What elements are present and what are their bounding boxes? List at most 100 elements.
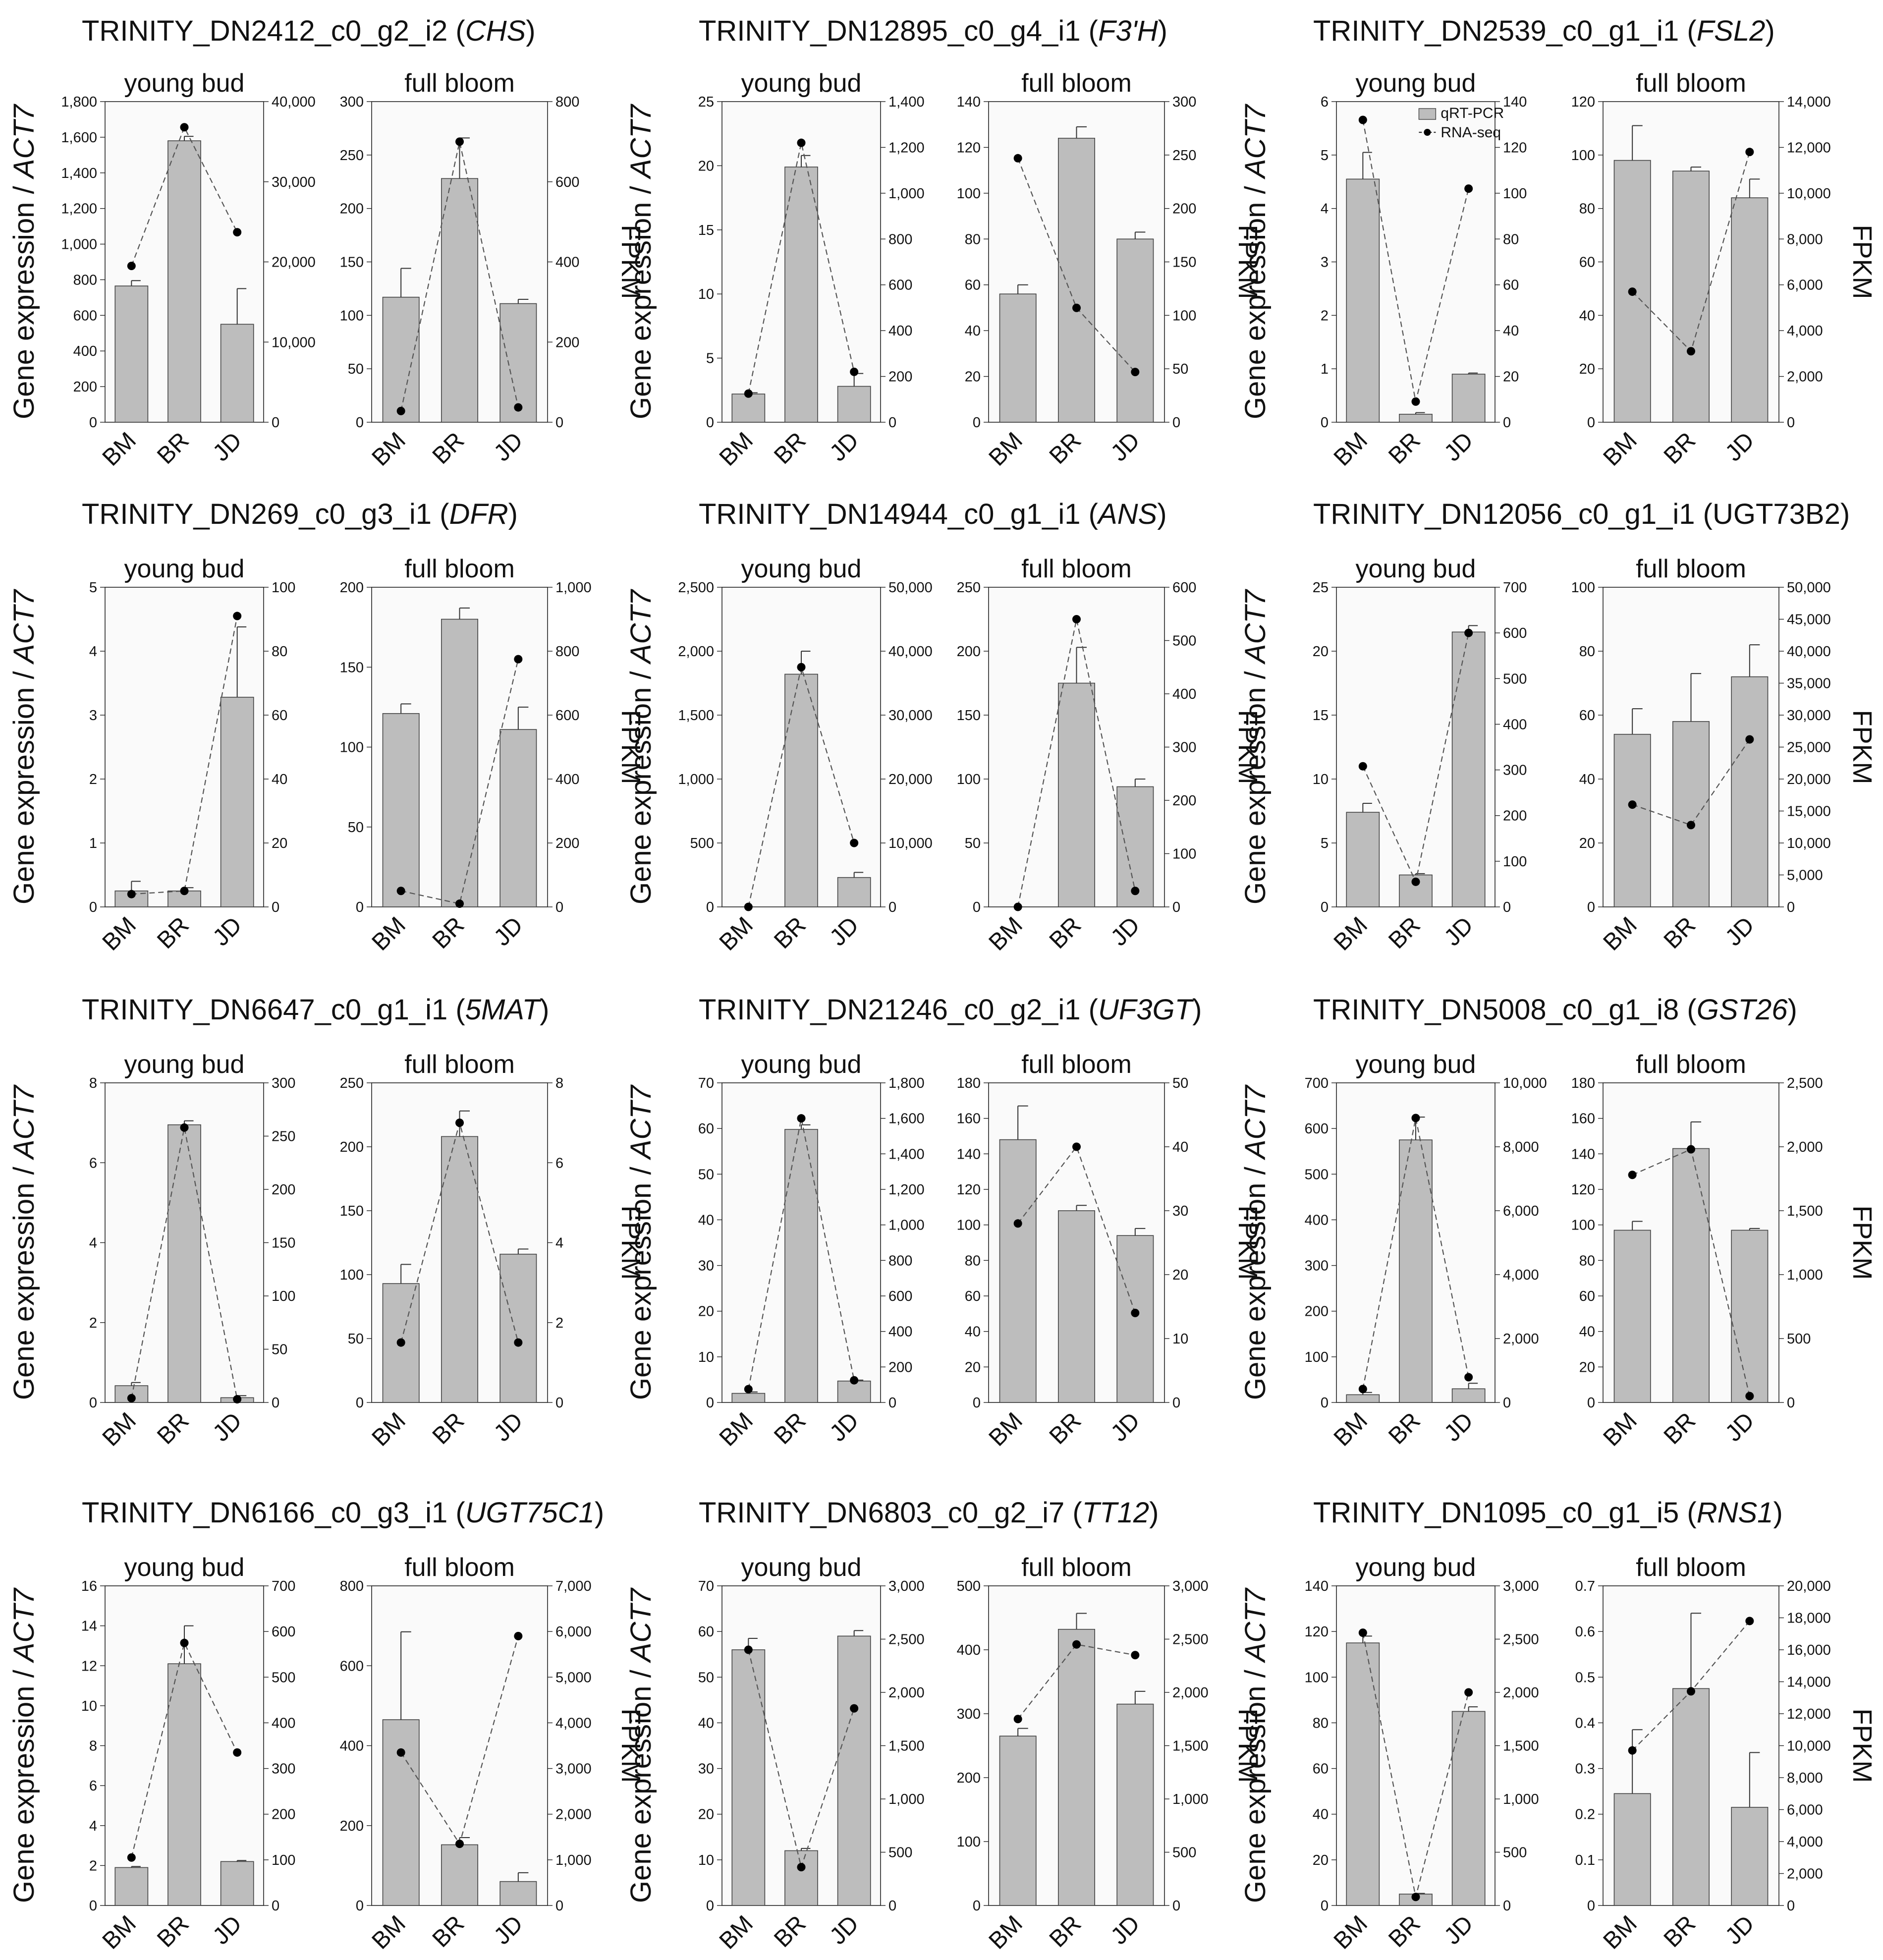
gene-id: TRINITY_DN6166_c0_g3_i1 (: [82, 1497, 465, 1529]
y2-tick-label: 50,000: [1787, 580, 1831, 596]
y-tick-label: 100: [340, 308, 364, 324]
x-category-label: BR: [1659, 1407, 1701, 1450]
y-tick-label: 10: [1313, 772, 1329, 787]
bar-qrt-pcr: [1613, 733, 1651, 907]
y2-tick-label: 2,500: [1503, 1632, 1539, 1648]
y-tick-label: 1,000: [678, 772, 714, 787]
x-category-label: JD: [1720, 912, 1760, 951]
rna-seq-point: [1628, 1171, 1637, 1179]
panel-title: young bud: [741, 555, 862, 583]
y2-tick-label: 0: [1172, 899, 1180, 915]
y2-tick-label: 0: [1787, 415, 1795, 431]
panel-title: full bloom: [1021, 1050, 1132, 1079]
rna-seq-point: [797, 1114, 806, 1123]
bar-qrt-pcr: [499, 303, 537, 423]
bar-qrt-pcr: [499, 1253, 537, 1403]
rna-seq-point: [514, 403, 523, 412]
y-tick-label: 20: [965, 1359, 981, 1375]
y2-tick-label: 1,000: [888, 1792, 925, 1807]
x-category-label: JD: [1720, 427, 1760, 466]
x-category-label: BR: [428, 427, 470, 469]
gene-chart-5: TRINITY_DN12056_c0_g1_i1 (UGT73B2) Gene e…: [1239, 498, 1877, 956]
x-category-label: BR: [428, 1407, 470, 1450]
rna-seq-point: [514, 1631, 523, 1640]
y-tick-label: 1: [1321, 361, 1329, 377]
y-tick-label: 10: [698, 286, 714, 302]
gene-symbol: UGT73B2: [1713, 498, 1840, 530]
y-tick-label: 20: [1579, 1359, 1595, 1375]
chart-title: TRINITY_DN1095_c0_g1_i5 (RNS1): [1313, 1497, 1783, 1529]
gene-chart-3: TRINITY_DN269_c0_g3_i1 (DFR) Gene express…: [8, 498, 646, 956]
y-tick-label: 3: [1321, 255, 1329, 271]
x-category-label: BM: [1599, 1910, 1642, 1954]
y-tick-label: 5: [89, 580, 97, 596]
y-tick-label: 0: [1587, 1898, 1595, 1914]
y2-tick-label: 400: [1503, 717, 1527, 732]
y-tick-label: 300: [957, 1706, 981, 1722]
bar-qrt-pcr: [114, 1867, 149, 1906]
panel-full-bloom: full bloom 0 0.1 0.2 0.3 0.4 0.5 0.6 0.7 0 2,000 4,…: [1575, 1553, 1877, 1955]
y-tick-label: 16: [81, 1578, 97, 1594]
x-category-label: JD: [1720, 1407, 1760, 1447]
y2-tick-label: 2,000: [1503, 1331, 1539, 1347]
y-tick-label: 0: [356, 1898, 364, 1914]
y2-tick-label: 10: [1172, 1331, 1188, 1347]
gene-id: TRINITY_DN5008_c0_g1_i8 (: [1313, 994, 1697, 1026]
y2-tick-label: 0: [1172, 1395, 1180, 1411]
gene-id: TRINITY_DN2539_c0_g1_i1 (: [1313, 15, 1697, 47]
y-tick-label: 6: [1321, 94, 1329, 110]
y-tick-label: 0.6: [1575, 1624, 1595, 1640]
gene-chart-6: TRINITY_DN6647_c0_g1_i1 (5MAT) Gene expre…: [8, 994, 646, 1452]
y2-tick-label: 100: [272, 1852, 295, 1868]
x-category-label: JD: [1439, 427, 1478, 466]
x-category-label: BM: [1329, 1910, 1373, 1954]
y-label-gene: ACT7: [8, 1084, 40, 1160]
rna-seq-point: [1072, 615, 1081, 623]
y2-tick-label: 80: [272, 644, 287, 660]
y2-tick-label: 6,000: [1787, 278, 1823, 293]
gene-symbol: 5MAT: [465, 994, 542, 1026]
y-label-prefix: Gene expression /: [8, 1159, 40, 1400]
y-label-prefix: Gene expression /: [625, 1662, 657, 1903]
x-category-label: BM: [715, 1910, 758, 1954]
x-category-label: BM: [367, 1910, 411, 1954]
y-label-prefix: Gene expression /: [1239, 1159, 1272, 1400]
y-tick-label: 200: [1305, 1304, 1329, 1320]
y-tick-label: 0.2: [1575, 1807, 1595, 1823]
y-tick-label: 150: [957, 708, 981, 724]
rna-seq-point: [233, 1748, 242, 1757]
gene-chart-9: TRINITY_DN6166_c0_g3_i1 (UGT75C1) Gene ex…: [8, 1497, 646, 1955]
y-tick-label: 40: [698, 1212, 714, 1228]
y2-tick-label: 500: [1503, 1845, 1527, 1861]
y2-tick-label: 300: [1172, 94, 1196, 110]
rna-seq-point: [1687, 1145, 1695, 1154]
x-category-label: BR: [1659, 912, 1701, 954]
x-category-label: BM: [98, 427, 141, 471]
y2-tick-label: 1,000: [555, 580, 592, 596]
panel-title: full bloom: [404, 69, 515, 98]
x-category-label: BR: [769, 427, 811, 469]
y2-tick-label: 400: [888, 323, 912, 339]
y2-tick-label: 500: [888, 1845, 912, 1861]
y-tick-label: 140: [1305, 1578, 1329, 1594]
y-tick-label: 5: [1321, 836, 1329, 851]
y2-tick-label: 1,000: [1172, 1792, 1209, 1807]
y2-tick-label: 2,500: [888, 1632, 925, 1648]
x-category-label: BR: [769, 1910, 811, 1953]
y-tick-label: 50: [348, 820, 364, 836]
y2-tick-label: 0: [272, 1395, 279, 1411]
y2-tick-label: 20: [1503, 369, 1519, 385]
y-tick-label: 150: [340, 660, 364, 675]
bar-qrt-pcr: [1058, 138, 1095, 423]
y-tick-label: 40: [698, 1715, 714, 1731]
panel-full-bloom: full bloom 0 50 100 150 200 250 0 100 200 300 400 50…: [957, 555, 1263, 956]
y-label-gene: ACT7: [625, 1084, 657, 1160]
rna-seq-line: [131, 1641, 238, 1858]
y-tick-label: 6: [89, 1155, 97, 1171]
bar-qrt-pcr: [167, 1124, 201, 1403]
y-tick-label: 500: [957, 1578, 981, 1594]
rna-seq-point: [455, 1119, 464, 1127]
y2-tick-label: 50: [1172, 1075, 1188, 1091]
y2-tick-label: 6,000: [555, 1624, 592, 1640]
rna-seq-line: [748, 142, 855, 394]
